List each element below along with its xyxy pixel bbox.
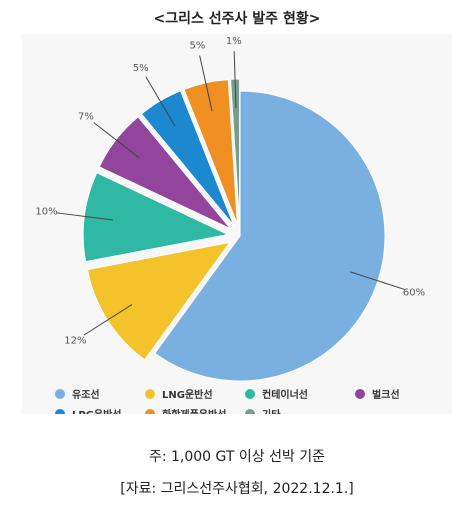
legend-swatch-5 bbox=[55, 409, 65, 414]
slice-label-5: 5% bbox=[133, 63, 149, 74]
slice-label-6: 5% bbox=[190, 41, 206, 52]
legend-label-5: LPG운반선 bbox=[72, 408, 122, 414]
legend-swatch-1 bbox=[55, 389, 65, 399]
leader-line-4 bbox=[93, 122, 140, 158]
chart-title: <그리스 선주사 발주 현황> bbox=[153, 11, 321, 27]
legend-label-4: 벌크선 bbox=[372, 388, 400, 401]
legend-swatch-7 bbox=[245, 409, 255, 414]
leader-line-5 bbox=[145, 76, 176, 127]
legend-label-6: 화학제품운반선 bbox=[162, 408, 226, 414]
legend-label-2: LNG운반선 bbox=[162, 388, 213, 401]
chart-note: 주: 1,000 GT 이상 선박 기준 bbox=[148, 449, 326, 465]
chart-source: [자료: 그리스선주사협회, 2022.12.1.] bbox=[120, 481, 354, 497]
legend-swatch-2 bbox=[145, 389, 155, 399]
slice-label-1: 60% bbox=[403, 288, 425, 299]
slice-label-3: 10% bbox=[35, 207, 57, 218]
legend-swatch-3 bbox=[245, 389, 255, 399]
leader-line-2 bbox=[83, 304, 133, 336]
pie-chart: 60% 12% 10% 7% 5% 5% 1% 유조선 LNG운반선 컨테이너선 벌크선 LPG운반선… bbox=[35, 36, 425, 414]
slice-label-4: 7% bbox=[78, 111, 94, 122]
leader-line-6 bbox=[199, 55, 213, 112]
legend-label-1: 유조선 bbox=[72, 388, 100, 401]
leader-line-1 bbox=[350, 271, 405, 290]
slice-label-2: 12% bbox=[64, 335, 86, 346]
legend-label-3: 컨테이너선 bbox=[262, 388, 308, 401]
legend-swatch-6 bbox=[145, 409, 155, 414]
legend-label-7: 기타 bbox=[262, 408, 281, 414]
leader-line-7 bbox=[233, 51, 237, 109]
slice-label-7: 1% bbox=[226, 36, 242, 47]
leader-line-3 bbox=[56, 212, 114, 221]
chart-panel: 60% 12% 10% 7% 5% 5% 1% 유조선 LNG운반선 컨테이너선 벌크선 LPG운반선… bbox=[22, 34, 452, 414]
legend-swatch-4 bbox=[355, 389, 365, 399]
